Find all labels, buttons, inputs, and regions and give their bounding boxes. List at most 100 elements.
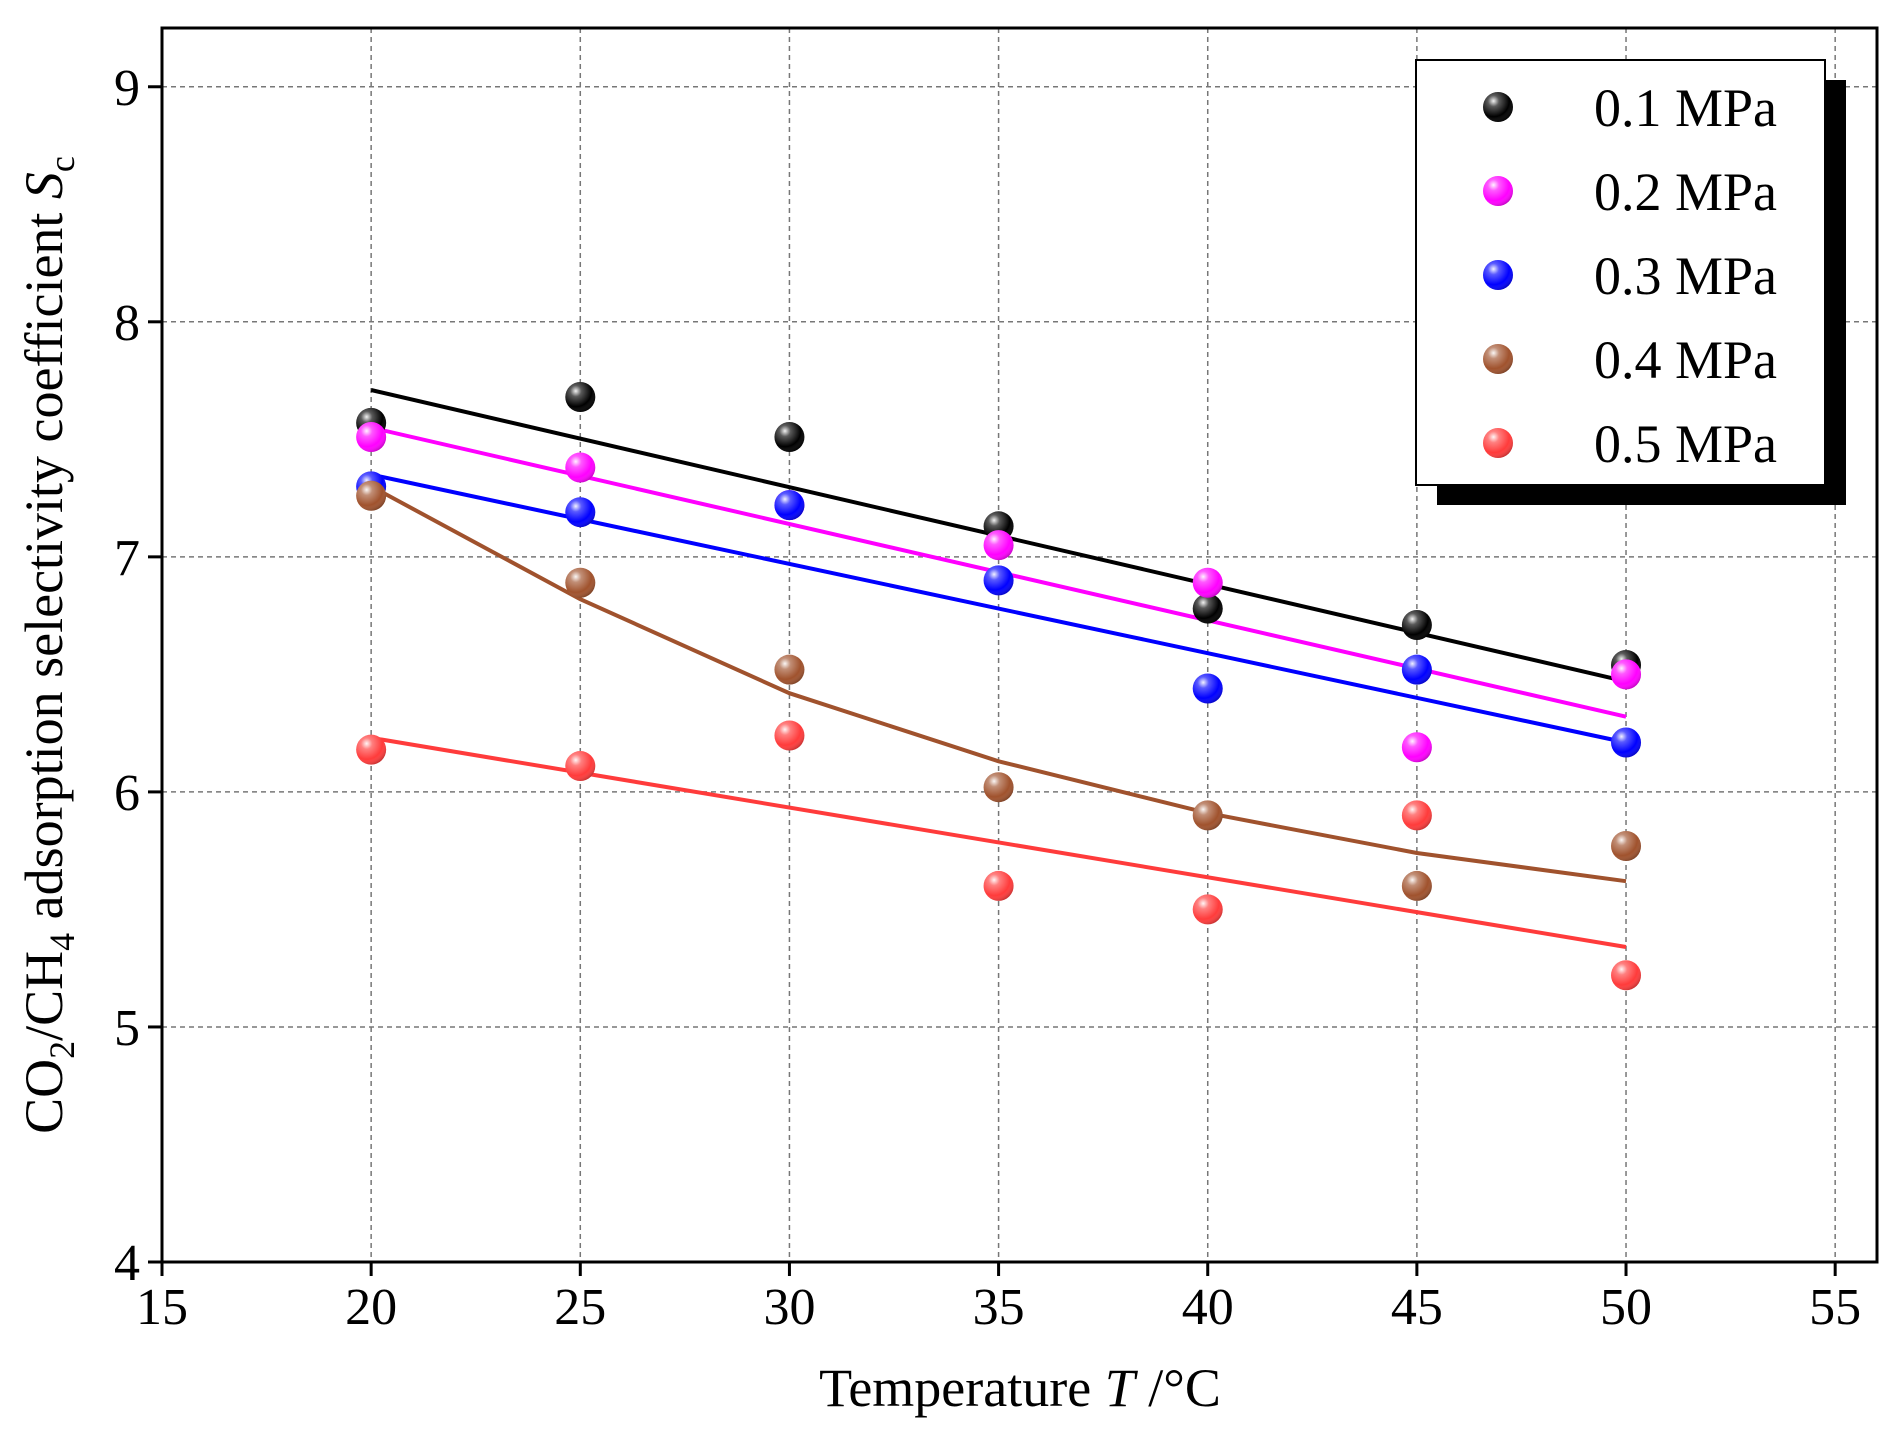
point-series-4 bbox=[983, 772, 1014, 803]
x-tick-label: 40 bbox=[1182, 1279, 1234, 1336]
legend-label: 0.2 MPa bbox=[1594, 162, 1777, 222]
point-shine bbox=[1611, 960, 1642, 991]
point-series-3 bbox=[565, 497, 596, 528]
legend-label: 0.5 MPa bbox=[1594, 414, 1777, 474]
point-shine bbox=[1401, 800, 1432, 831]
point-shine bbox=[565, 497, 596, 528]
y-tick-label: 8 bbox=[114, 295, 140, 352]
y-axis-title: CO2/CH4 adsorption selectivity coefficie… bbox=[14, 156, 82, 1134]
legend-label: 0.3 MPa bbox=[1594, 246, 1777, 306]
x-axis-ticks: 15 20 25 30 35 40 45 50 55 bbox=[136, 1262, 1861, 1336]
legend: 0.1 MPa 0.2 MPa 0.3 MPa 0.4 MPa 0.5 MPa bbox=[1415, 59, 1846, 505]
x-axis-title-variable: T bbox=[1105, 1358, 1139, 1418]
x-tick-label: 30 bbox=[763, 1279, 815, 1336]
point-shine bbox=[1192, 567, 1223, 598]
legend-marker-shine bbox=[1483, 176, 1513, 206]
point-series-1 bbox=[565, 382, 596, 413]
y-tick-label: 7 bbox=[114, 530, 140, 587]
point-shine bbox=[1611, 727, 1642, 758]
point-shine bbox=[1401, 732, 1432, 763]
point-series-5 bbox=[1611, 960, 1642, 991]
point-shine bbox=[1401, 870, 1432, 901]
point-shine bbox=[1401, 654, 1432, 685]
point-shine bbox=[1611, 659, 1642, 690]
x-tick-label: 25 bbox=[554, 1279, 606, 1336]
point-series-5 bbox=[1401, 800, 1432, 831]
legend-marker-shine bbox=[1483, 428, 1513, 458]
point-series-2 bbox=[565, 452, 596, 483]
point-shine bbox=[774, 720, 805, 751]
point-series-4 bbox=[565, 567, 596, 598]
point-shine bbox=[565, 567, 596, 598]
point-series-3 bbox=[1192, 673, 1223, 704]
point-series-4 bbox=[1611, 830, 1642, 861]
legend-marker-shine bbox=[1483, 344, 1513, 374]
point-shine bbox=[1611, 830, 1642, 861]
legend-item: 0.2 MPa bbox=[1483, 162, 1777, 222]
point-shine bbox=[774, 490, 805, 521]
point-series-2 bbox=[1611, 659, 1642, 690]
x-tick-label: 15 bbox=[136, 1279, 188, 1336]
point-series-2 bbox=[356, 421, 387, 452]
data-points bbox=[356, 382, 1642, 991]
point-series-4 bbox=[1192, 800, 1223, 831]
y-tick-label: 5 bbox=[114, 1000, 140, 1057]
point-shine bbox=[565, 382, 596, 413]
point-shine bbox=[356, 480, 387, 511]
legend-item: 0.1 MPa bbox=[1483, 78, 1777, 138]
point-series-1 bbox=[1192, 593, 1223, 624]
fit-line-series-4 bbox=[370, 484, 1627, 884]
x-tick-label: 20 bbox=[345, 1279, 397, 1336]
point-shine bbox=[983, 565, 1014, 596]
point-series-2 bbox=[983, 530, 1014, 561]
point-shine bbox=[983, 772, 1014, 803]
point-series-5 bbox=[356, 734, 387, 765]
point-shine bbox=[1192, 673, 1223, 704]
point-series-1 bbox=[774, 421, 805, 452]
x-tick-label: 35 bbox=[973, 1279, 1025, 1336]
x-axis-title-prefix: Temperature bbox=[819, 1358, 1105, 1418]
point-shine bbox=[1192, 593, 1223, 624]
legend-label: 0.4 MPa bbox=[1594, 330, 1777, 390]
x-tick-label: 45 bbox=[1391, 1279, 1443, 1336]
point-shine bbox=[983, 530, 1014, 561]
point-series-5 bbox=[774, 720, 805, 751]
point-shine bbox=[565, 452, 596, 483]
point-series-4 bbox=[1401, 870, 1432, 901]
x-tick-label: 55 bbox=[1809, 1279, 1861, 1336]
point-series-2 bbox=[1192, 567, 1223, 598]
grid bbox=[162, 28, 1877, 1262]
y-tick-label: 4 bbox=[114, 1235, 140, 1292]
point-series-4 bbox=[356, 480, 387, 511]
point-series-4 bbox=[774, 654, 805, 685]
point-shine bbox=[983, 870, 1014, 901]
x-axis-title-unit: /°C bbox=[1135, 1358, 1221, 1418]
point-series-1 bbox=[1401, 610, 1432, 641]
legend-marker-shine bbox=[1483, 260, 1513, 290]
plot-frame bbox=[160, 26, 1879, 1264]
point-series-3 bbox=[1611, 727, 1642, 758]
legend-item: 0.3 MPa bbox=[1483, 246, 1777, 306]
point-shine bbox=[356, 734, 387, 765]
point-series-5 bbox=[983, 870, 1014, 901]
y-tick-label: 6 bbox=[114, 765, 140, 822]
point-series-2 bbox=[1401, 732, 1432, 763]
point-series-3 bbox=[774, 490, 805, 521]
point-series-5 bbox=[565, 751, 596, 782]
y-axis-ticks: 4 5 6 7 8 9 bbox=[114, 60, 162, 1292]
legend-item: 0.5 MPa bbox=[1483, 414, 1777, 474]
x-tick-label: 50 bbox=[1600, 1279, 1652, 1336]
point-shine bbox=[1401, 610, 1432, 641]
point-shine bbox=[1192, 800, 1223, 831]
point-shine bbox=[774, 421, 805, 452]
point-shine bbox=[774, 654, 805, 685]
point-shine bbox=[356, 421, 387, 452]
y-tick-label: 9 bbox=[114, 60, 140, 117]
point-series-3 bbox=[1401, 654, 1432, 685]
point-shine bbox=[565, 751, 596, 782]
point-series-5 bbox=[1192, 894, 1223, 925]
legend-item: 0.4 MPa bbox=[1483, 330, 1777, 390]
legend-label: 0.1 MPa bbox=[1594, 78, 1777, 138]
point-series-3 bbox=[983, 565, 1014, 596]
